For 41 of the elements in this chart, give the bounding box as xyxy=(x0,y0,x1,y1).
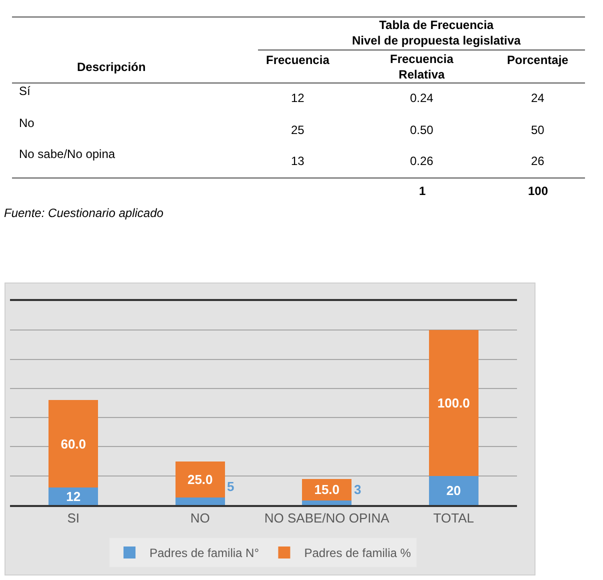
text: 24 xyxy=(531,91,545,105)
text: 0.26 xyxy=(410,154,434,168)
x-tick-label: TOTAL xyxy=(433,510,474,526)
text: 0.50 xyxy=(410,123,434,137)
data-label: 15.0 xyxy=(314,482,340,498)
source-note: Fuente: Cuestionario aplicado xyxy=(4,206,164,220)
text: Frecuencia Relativa xyxy=(390,52,454,82)
bar xyxy=(48,400,98,488)
bar xyxy=(428,330,478,476)
bar xyxy=(175,498,225,505)
text: Frecuencia xyxy=(266,53,330,67)
text: No xyxy=(19,116,35,130)
data-label: 5 xyxy=(227,479,234,494)
x-tick-label: NO xyxy=(190,510,210,526)
text: 50 xyxy=(531,123,545,137)
x-tick-label: SI xyxy=(67,510,80,526)
text: Descripción xyxy=(77,60,146,74)
text: Tabla de Frecuencia Nivel de propuesta legislativa xyxy=(352,18,522,48)
legend-label: Padres de familia N° xyxy=(150,546,260,560)
data-label: 20 xyxy=(446,482,461,498)
x-tick-label: NO SABE/NO OPINA xyxy=(264,510,390,526)
text: 25 xyxy=(291,123,305,137)
text: 100 xyxy=(528,184,548,198)
data-label: 60.0 xyxy=(60,436,86,452)
text: No sabe/No opina xyxy=(19,147,116,161)
bar xyxy=(428,476,478,505)
data-label: 12 xyxy=(66,488,81,504)
data-label: 25.0 xyxy=(187,472,213,487)
bar xyxy=(48,488,98,505)
text: 0.24 xyxy=(410,91,434,105)
text: Sí xyxy=(19,84,32,98)
text: 26 xyxy=(531,154,545,168)
data-label: 100.0 xyxy=(437,396,470,410)
text: 13 xyxy=(291,154,305,168)
bar xyxy=(175,461,225,498)
legend-label: Padres de familia % xyxy=(304,546,412,560)
text: 12 xyxy=(291,91,305,105)
data-label: 3 xyxy=(354,482,362,497)
text: 1 xyxy=(419,184,426,198)
bar xyxy=(302,500,352,505)
text: Porcentaje xyxy=(507,53,569,67)
